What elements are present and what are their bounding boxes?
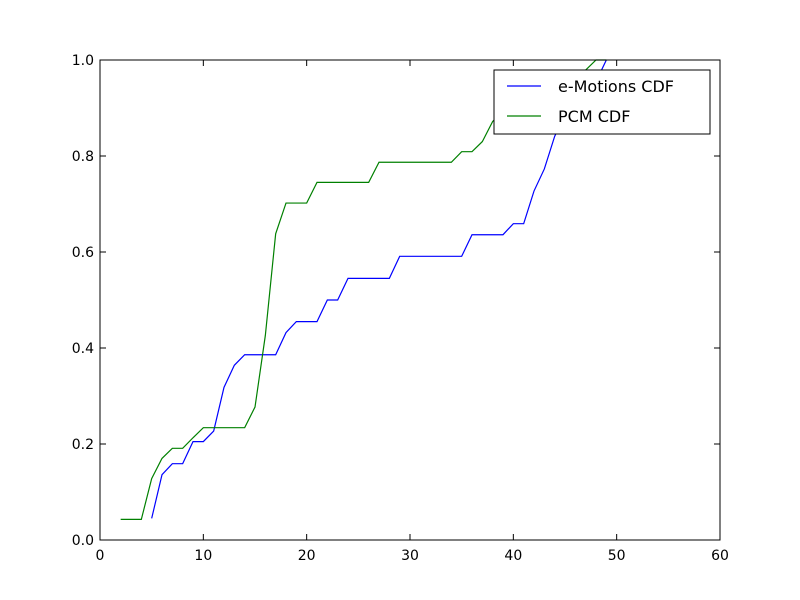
legend: e-Motions CDF PCM CDF [493,69,711,135]
series-line-e-motions [151,59,607,519]
y-tick-label: 0.4 [72,341,94,357]
x-tick-label: 30 [401,548,419,564]
x-tick-label: 60 [711,548,729,564]
y-tick-label: 0.2 [72,437,94,453]
y-tick-label: 0.6 [72,245,94,261]
x-tick-label: 40 [504,548,522,564]
y-tick-label: 1.0 [72,53,94,69]
x-tick-label: 10 [194,548,212,564]
y-tick-label: 0.0 [72,533,94,549]
ticks-layer: 0 10 20 30 40 50 60 0.0 0.2 0.4 0.6 0.8 1.0 [72,53,729,564]
legend-label-e-motions: e-Motions CDF [558,77,674,96]
legend-box [493,69,711,135]
legend-label-pcm: PCM CDF [558,107,630,126]
x-tick-label: 0 [96,548,105,564]
y-tick-label: 0.8 [72,149,94,165]
x-tick-label: 20 [298,548,316,564]
x-tick-label: 50 [608,548,626,564]
